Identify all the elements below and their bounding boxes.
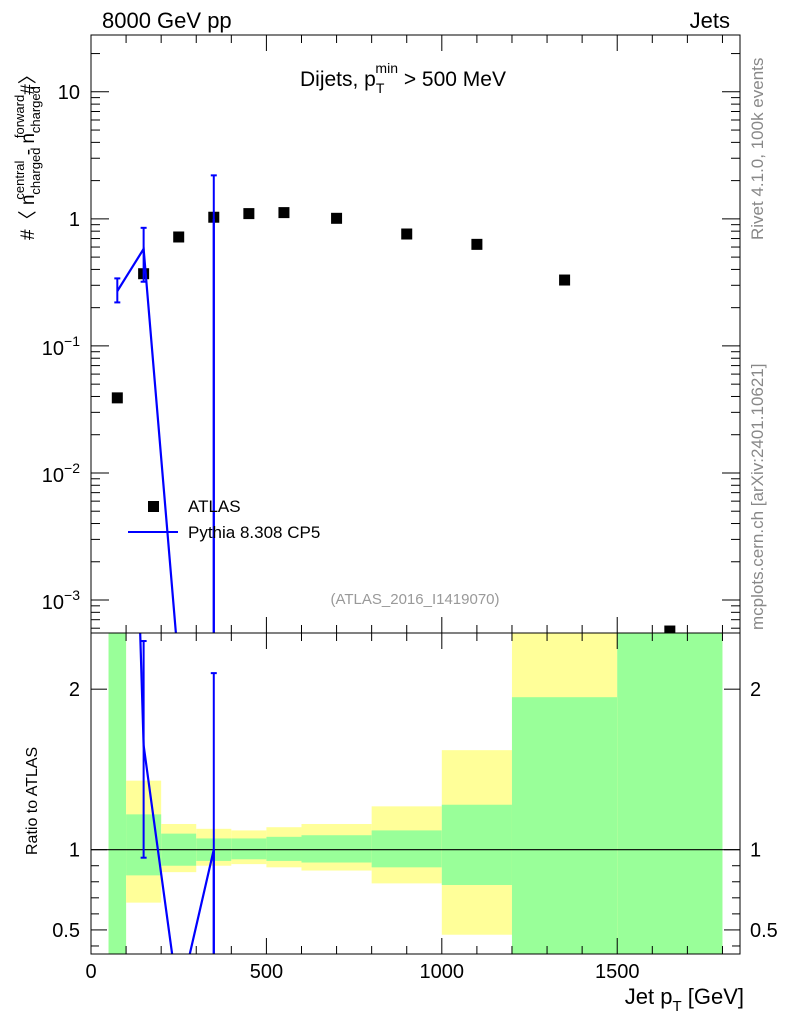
ylabel-sub2: charged xyxy=(28,86,43,133)
ratio-stat-band xyxy=(266,836,302,861)
rivet-version-label: Rivet 4.1.0, 100k events xyxy=(748,58,767,240)
title-text: Dijets, p xyxy=(300,68,376,91)
ratio-y-axis-label: Ratio to ATLAS xyxy=(24,747,41,855)
atlas-data-point xyxy=(559,274,571,286)
legend: ATLAS Pythia 8.308 CP5 xyxy=(128,497,320,542)
analysis-watermark: (ATLAS_2016_I1419070) xyxy=(330,591,499,608)
main-plot-title: Dijets, pTmin > 500 MeV xyxy=(300,60,506,96)
legend-atlas-label: ATLAS xyxy=(188,497,241,516)
main-y-tick-exponent: −1 xyxy=(64,333,80,349)
ratio-stat-band xyxy=(231,838,267,860)
atlas-data-point xyxy=(243,208,255,220)
x-tick-label: 1000 xyxy=(420,961,465,983)
header-left-title: 8000 GeV pp xyxy=(102,8,232,33)
ratio-stat-band xyxy=(108,633,127,954)
main-y-tick-label: 10 xyxy=(58,82,80,104)
main-y-tick-base: 10 xyxy=(42,592,64,614)
atlas-data-point xyxy=(331,212,343,224)
ylabel-sup2: forward xyxy=(12,95,27,138)
xlabel-unit: [GeV] xyxy=(682,984,744,1009)
ratio-y-tick-label-right: 1 xyxy=(750,840,761,862)
atlas-data-point xyxy=(173,231,185,243)
pythia-line xyxy=(116,245,177,633)
main-y-tick-label: 1 xyxy=(69,209,80,231)
title-sup: min xyxy=(375,60,398,76)
ylabel-suffix: #〉 xyxy=(17,65,39,95)
main-frame xyxy=(90,34,741,634)
x-tick-label: 500 xyxy=(250,961,283,983)
main-y-tick-label: 10−1 xyxy=(42,333,80,360)
ratio-stat-band xyxy=(617,633,723,954)
atlas-data-point xyxy=(401,228,413,240)
main-y-tick-exponent: −3 xyxy=(64,587,80,603)
title-sub: T xyxy=(376,80,385,96)
ratio-stat-band xyxy=(301,835,372,863)
main-y-tick-exponent: −2 xyxy=(64,460,80,476)
ylabel-sup1: central xyxy=(12,160,27,199)
ratio-y-tick-label-right: 0.5 xyxy=(750,920,778,942)
ratio-y-tick-label-left: 0.5 xyxy=(52,920,80,942)
atlas-data-point xyxy=(664,625,676,633)
xlabel-sub: T xyxy=(672,998,681,1015)
atlas-data-point xyxy=(471,238,483,250)
ratio-y-tick-label-left: 1 xyxy=(69,840,80,862)
legend-atlas-marker xyxy=(148,501,159,512)
ratio-frame xyxy=(90,632,741,955)
ratio-stat-band xyxy=(371,830,442,868)
xlabel-main: Jet p xyxy=(625,984,673,1009)
ratio-y-tick-label-left: 2 xyxy=(69,679,80,701)
ylabel-middle: - n xyxy=(18,133,39,160)
title-rest: > 500 MeV xyxy=(398,68,506,91)
ratio-panel: 2 21 10.5 0.50 500 1000 1500 Ratio to ATLAS Je… xyxy=(24,632,778,1015)
x-axis-label: Jet pT [GeV] xyxy=(625,984,744,1015)
main-y-tick-label: 10−2 xyxy=(42,460,80,487)
ratio-y-tick-label-right: 2 xyxy=(750,679,761,701)
main-y-axis-label: #〈 nchargedcentral - nchargedforward#〉 xyxy=(12,65,43,240)
atlas-data-point xyxy=(278,207,290,219)
legend-pythia-label: Pythia 8.308 CP5 xyxy=(188,523,320,542)
x-tick-label: 1500 xyxy=(595,961,640,983)
ylabel-prefix: #〈 n xyxy=(17,195,39,240)
main-y-tick-base: 10 xyxy=(42,338,64,360)
header-right-title: Jets xyxy=(690,8,730,33)
main-y-tick-label: 10−3 xyxy=(42,587,80,614)
main-panel: Dijets, pTmin > 500 MeV #〈 nchargedcentr… xyxy=(12,34,741,634)
ratio-stat-band xyxy=(441,804,512,885)
atlas-data-point xyxy=(111,392,123,404)
main-y-tick-base: 10 xyxy=(42,465,64,487)
ratio-stat-band xyxy=(511,697,618,954)
mcplots-source-label: mcplots.cern.ch [arXiv:2401.10621] xyxy=(748,364,767,630)
ratio-pythia-line xyxy=(139,633,215,954)
x-tick-label: 0 xyxy=(85,961,96,983)
ylabel-sub1: charged xyxy=(28,148,43,195)
